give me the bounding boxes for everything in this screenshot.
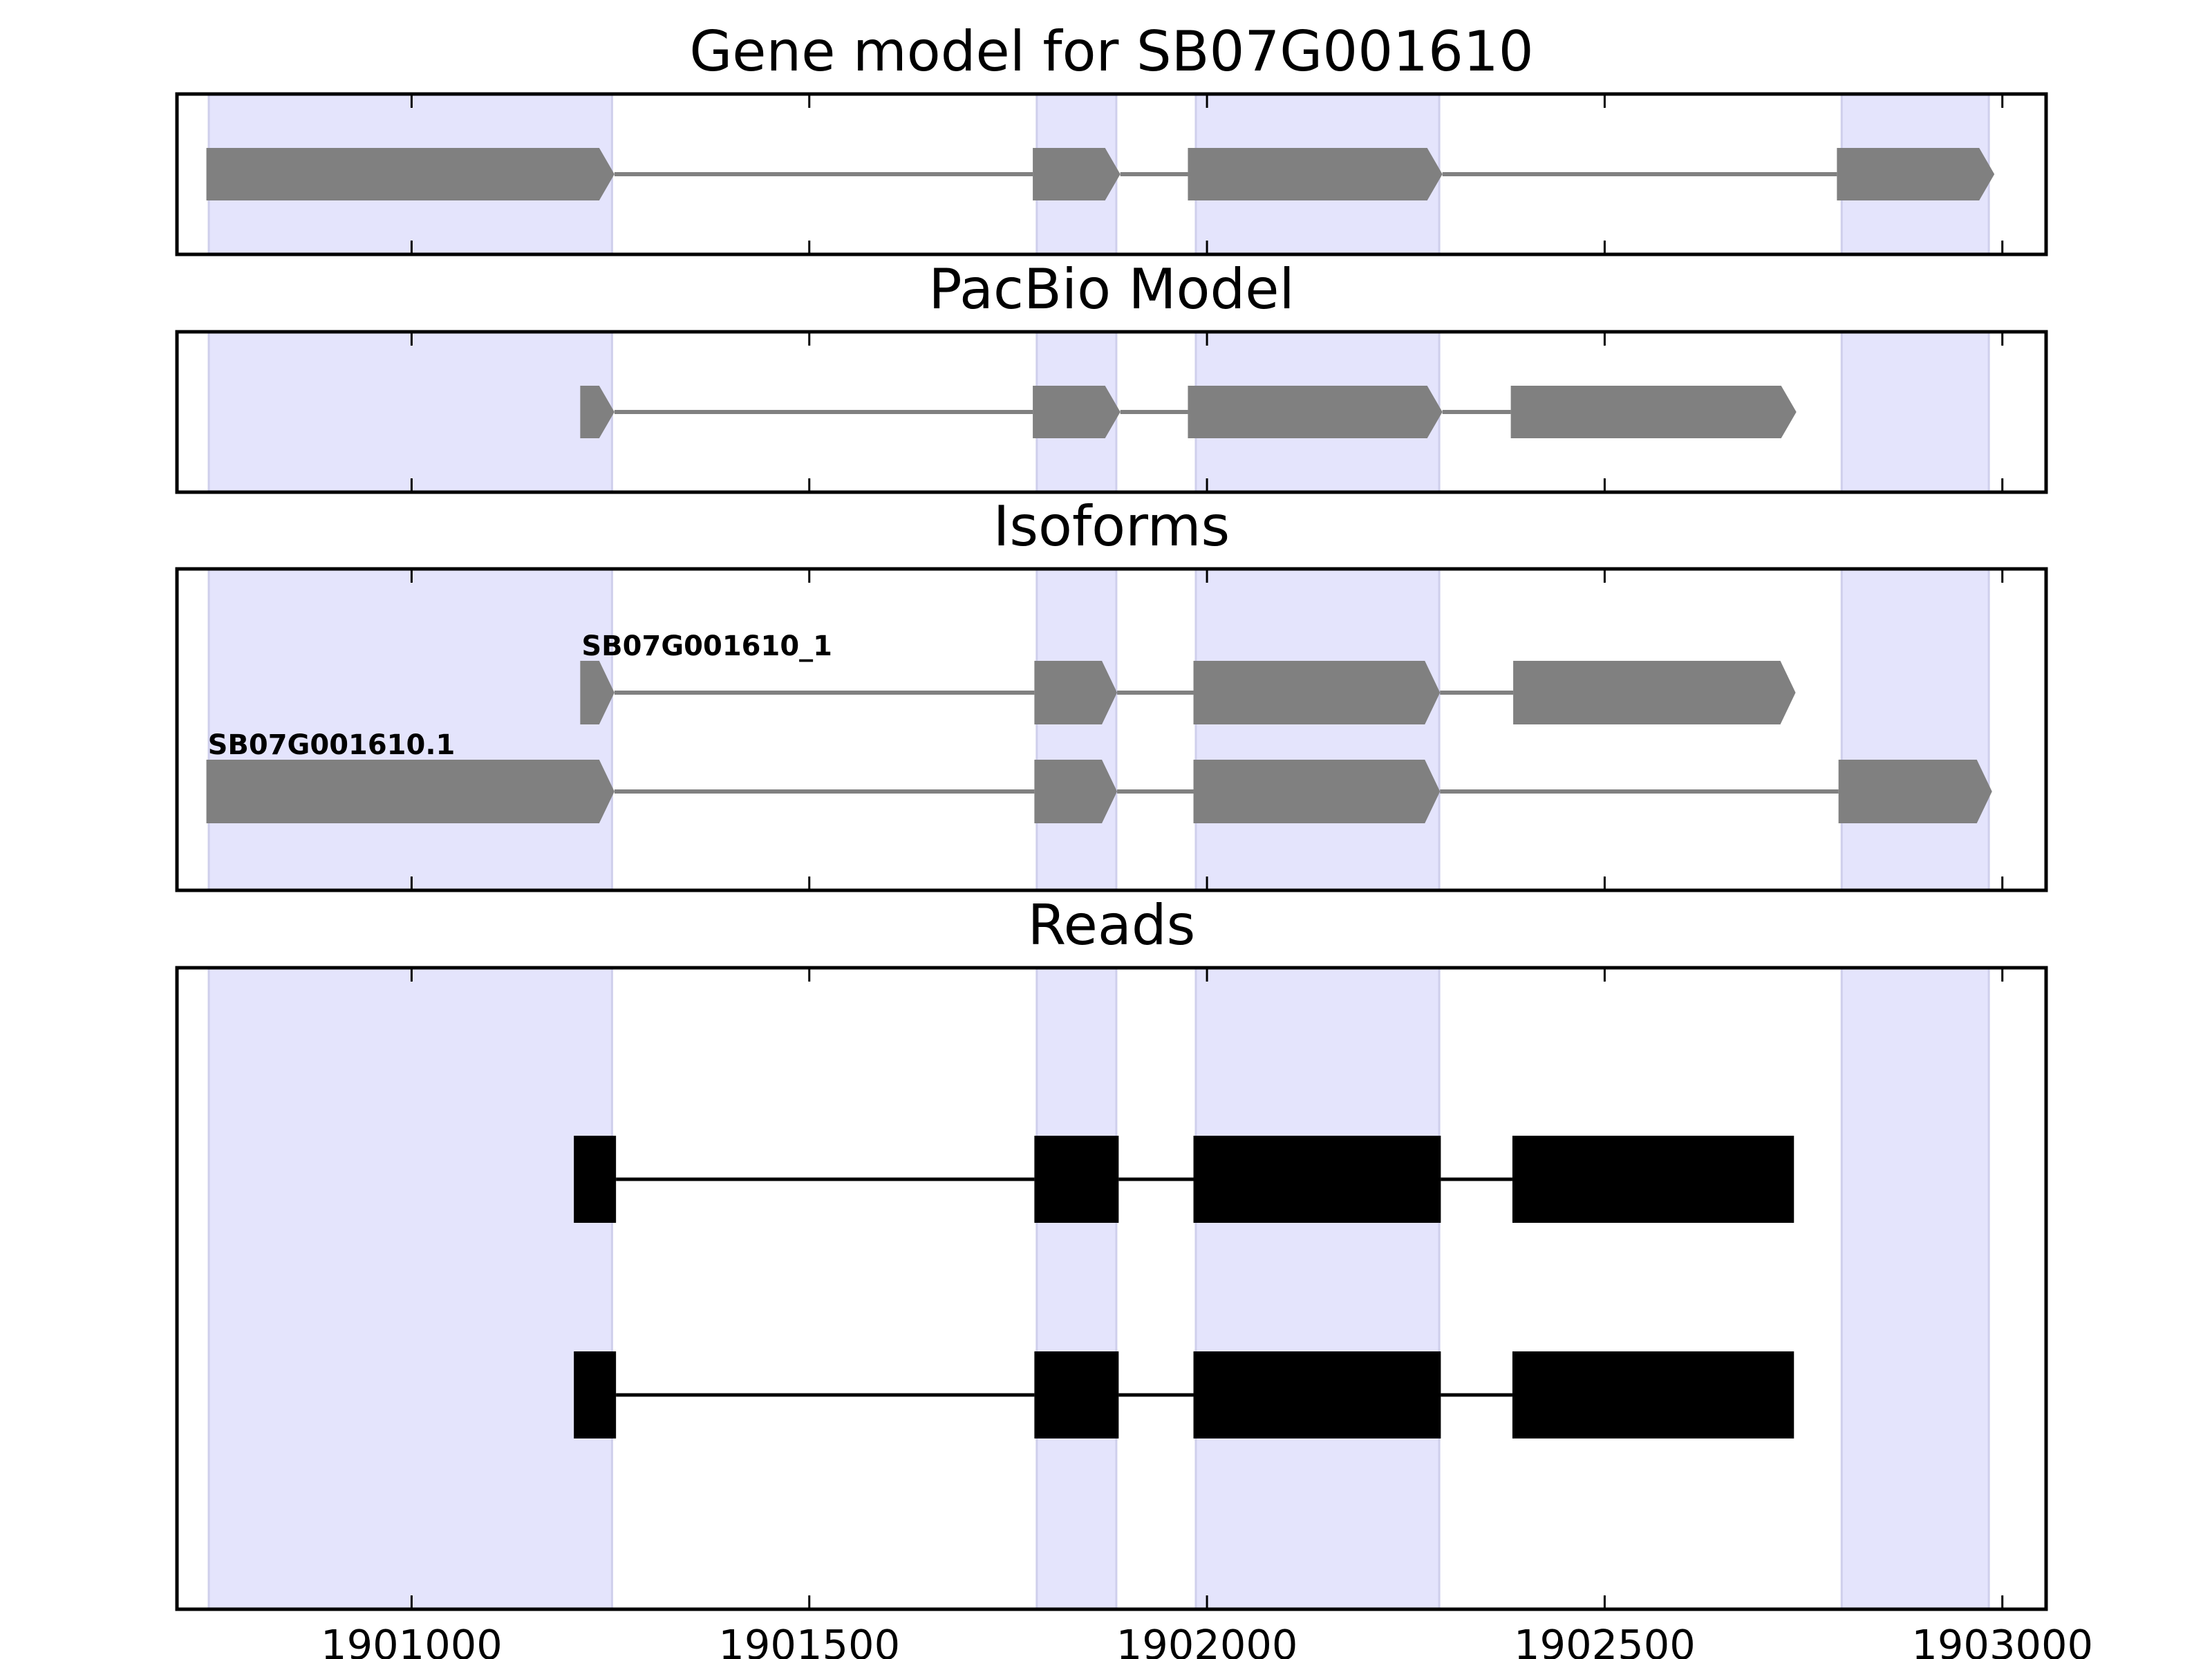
track xyxy=(206,148,1995,200)
track xyxy=(574,1351,1794,1438)
read-block xyxy=(1193,1351,1441,1438)
x-tick-label: 1902500 xyxy=(1514,1621,1696,1659)
x-tick-label: 1901500 xyxy=(718,1621,900,1659)
track: SB07G001610.1 xyxy=(206,729,1992,823)
x-tick-label: 1902000 xyxy=(1116,1621,1298,1659)
highlight-region xyxy=(1194,966,1441,1611)
highlight-region xyxy=(1194,568,1441,892)
x-tick-label: 1901000 xyxy=(321,1621,503,1659)
track: SB07G001610_1 xyxy=(580,630,1796,724)
panel-frame xyxy=(175,330,2048,494)
exon-arrow xyxy=(1034,661,1118,724)
panel-title: Gene model for SB07G001610 xyxy=(689,19,1533,84)
panel-1: Gene model for SB07G001610 xyxy=(175,19,2048,256)
exon-arrow xyxy=(1193,661,1441,724)
highlight-region xyxy=(1840,966,1990,1611)
exon-arrow xyxy=(1033,148,1121,200)
read-block xyxy=(1512,1136,1794,1223)
highlight-region xyxy=(1840,568,1990,892)
exon-arrow xyxy=(580,386,615,438)
isoform-label: SB07G001610_1 xyxy=(581,630,832,662)
highlight-region xyxy=(1035,966,1118,1611)
exon-arrow xyxy=(1033,386,1121,438)
highlight-region xyxy=(1035,568,1118,892)
isoform-label: SB07G001610.1 xyxy=(208,729,456,761)
exon-arrow xyxy=(1188,148,1443,200)
track xyxy=(580,386,1797,438)
panel-2: PacBio Model xyxy=(175,257,2048,494)
read-block xyxy=(1512,1351,1794,1438)
exon-arrow xyxy=(1513,661,1796,724)
exon-arrow xyxy=(1838,760,1992,823)
read-block xyxy=(574,1351,617,1438)
exon-arrow xyxy=(1188,386,1443,438)
panel-frame xyxy=(175,567,2048,892)
exon-arrow xyxy=(206,148,615,200)
x-tick-label: 1903000 xyxy=(1911,1621,2093,1659)
panel-frame xyxy=(175,92,2048,256)
exon-arrow xyxy=(1837,148,1995,200)
panel-frame xyxy=(175,966,2048,1611)
highlight-region xyxy=(207,330,613,494)
panel-3: SB07G001610_1 SB07G001610.1 Isoforms xyxy=(175,494,2048,892)
read-block xyxy=(574,1136,617,1223)
panel-title: Isoforms xyxy=(993,494,1230,559)
exon-arrow xyxy=(1193,760,1441,823)
read-block xyxy=(1034,1136,1119,1223)
exon-arrow xyxy=(580,661,615,724)
highlight-region xyxy=(1840,330,1990,494)
panel-4: Reads xyxy=(175,893,2048,1611)
read-block xyxy=(1193,1136,1441,1223)
highlight-region xyxy=(207,966,613,1611)
exon-arrow xyxy=(1034,760,1118,823)
exon-arrow xyxy=(206,760,615,823)
exon-arrow xyxy=(1510,386,1797,438)
read-block xyxy=(1034,1351,1119,1438)
panel-title: PacBio Model xyxy=(928,257,1294,321)
panel-title: Reads xyxy=(1028,893,1196,957)
track xyxy=(574,1136,1794,1223)
